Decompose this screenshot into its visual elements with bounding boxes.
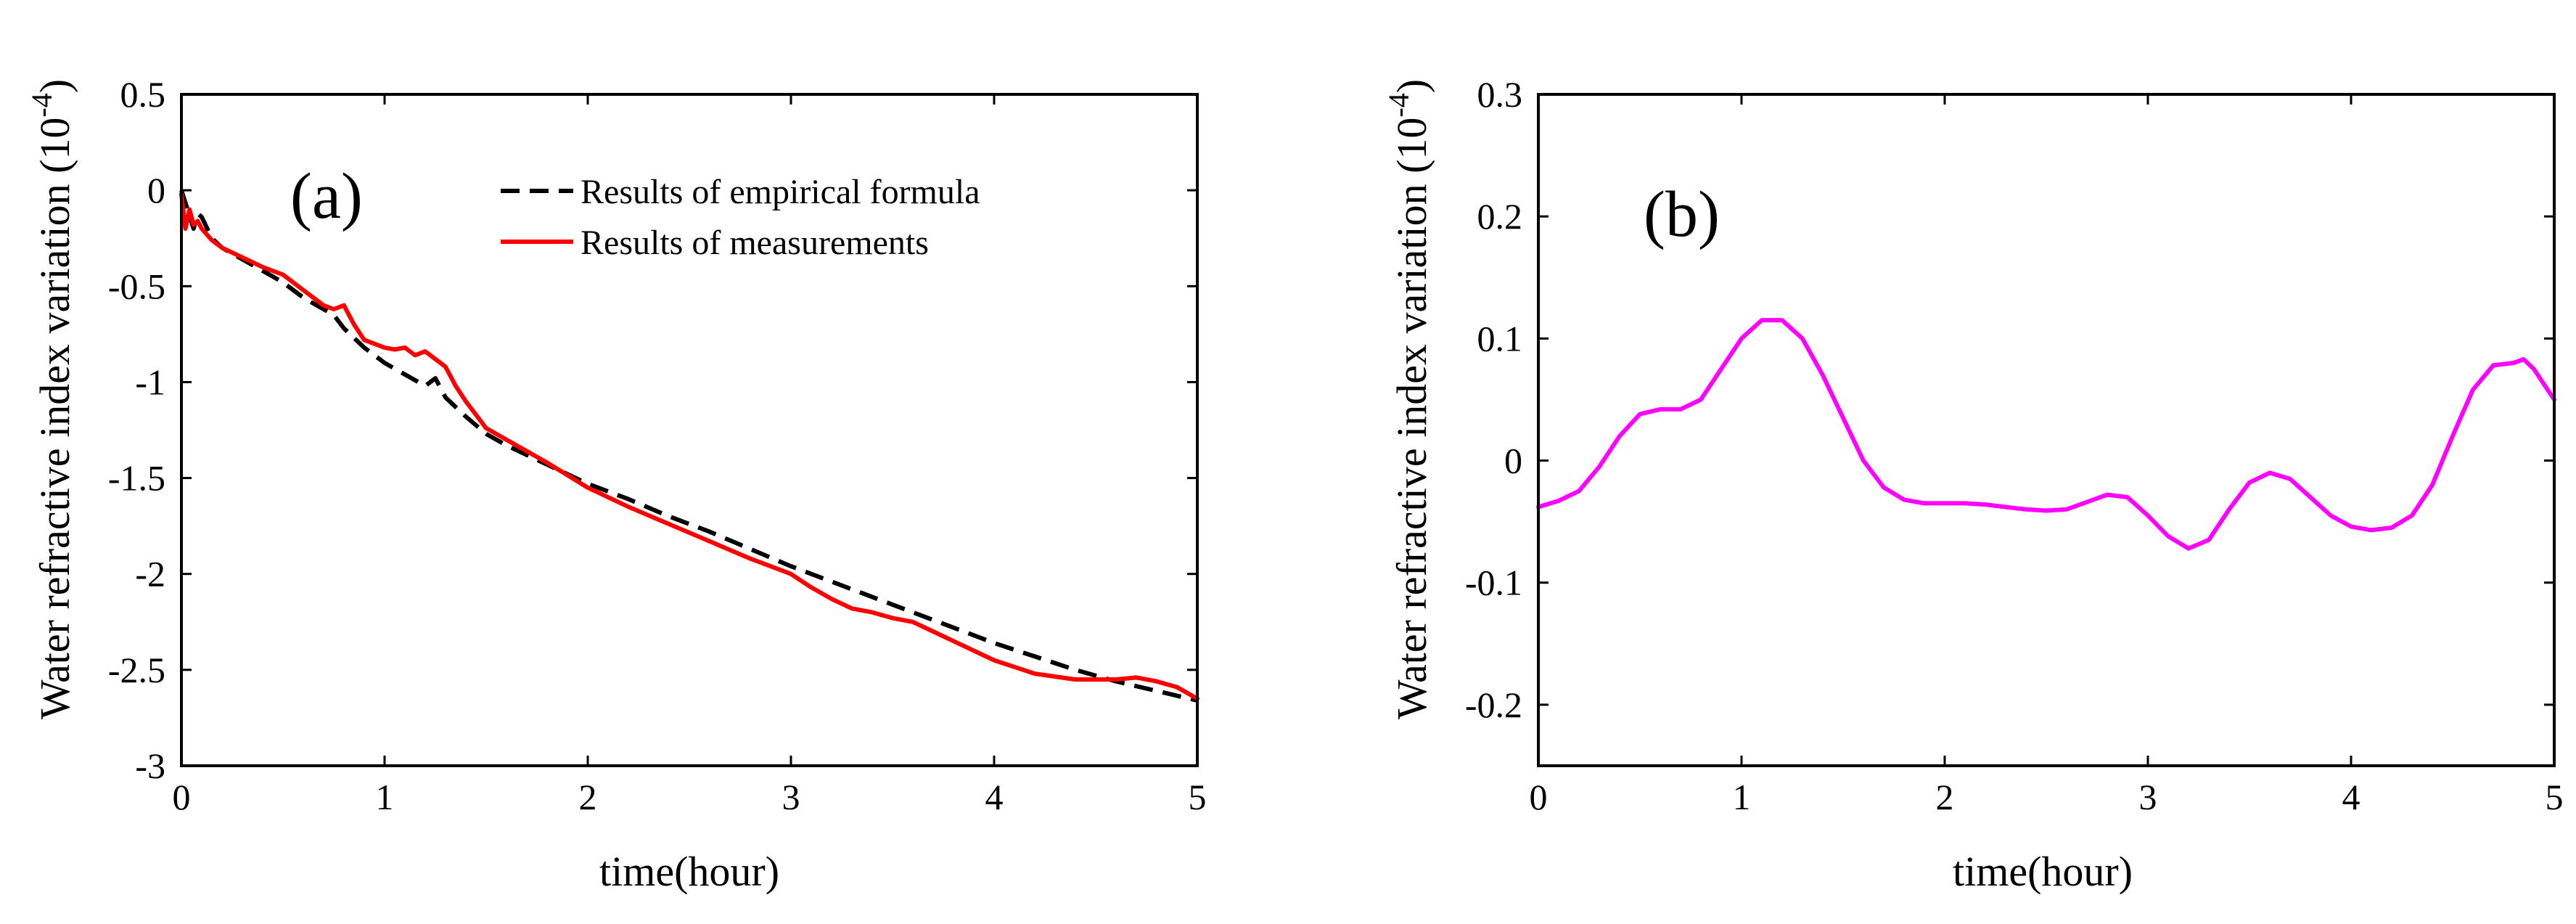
panel-b-series xyxy=(1536,318,2556,551)
panel-b-y-tick-label: 0.2 xyxy=(1477,196,1523,237)
panel-a-x-tick-label: 5 xyxy=(1189,777,1207,817)
panel-b-y-axis-title-main: Water refractive index variation (10 xyxy=(1388,118,1435,719)
panel-b-ticks: 0 1 2 3 4 5 0.3 0.2 0.1 0 -0.1 -0.2 xyxy=(1465,74,2564,817)
panel-b-x-tick-label: 0 xyxy=(1530,777,1548,817)
panel-a-label: (a) xyxy=(290,160,363,232)
svg-text:Water refractive index variati: Water refractive index variation (10-4) xyxy=(25,79,78,719)
panel-a-x-tick-label: 0 xyxy=(173,777,191,817)
panel-b-y-tick-label: 0.3 xyxy=(1477,74,1523,115)
panel-b-y-axis-title-close: ) xyxy=(1388,79,1435,93)
panel-a-y-axis-title: Water refractive index variation (10-4) xyxy=(25,79,78,719)
panel-b-y-tick-label: 0 xyxy=(1504,441,1522,481)
panel-b-x-tick-label: 3 xyxy=(2139,777,2157,817)
panel-b-y-tick-label: -0.1 xyxy=(1465,563,1522,603)
panel-b-plot-frame xyxy=(1537,93,2556,767)
panel-a-x-tick-label: 2 xyxy=(579,777,597,817)
panel-b-y-axis-title: Water refractive index variation (10-4) xyxy=(1382,79,1435,719)
panel-a-plot-frame xyxy=(180,93,1199,767)
panel-a-ticks: 0 1 2 3 4 5 0.5 0 -0.5 -1 -1.5 -2 -2.5 -3 xyxy=(108,74,1207,817)
panel-a-y-tick-label: -2 xyxy=(135,554,165,594)
panel-a-x-axis-title: time(hour) xyxy=(599,848,779,895)
panel-a-series xyxy=(179,189,1199,703)
panel-b-y-tick-label: -0.2 xyxy=(1465,684,1522,725)
panel-b-series-line-0 xyxy=(1536,318,2556,551)
panel-b: Water refractive index variation (10-4) … xyxy=(1382,74,2564,895)
panel-b-y-axis-title-exponent: -4 xyxy=(1382,93,1415,117)
panel-a-x-tick-label: 1 xyxy=(376,777,394,817)
panel-a-y-tick-label: -0.5 xyxy=(108,266,165,306)
panel-b-label: (b) xyxy=(1644,179,1720,250)
legend-label-measurements: Results of measurements xyxy=(581,224,929,262)
panel-a-y-tick-label: -1 xyxy=(135,361,165,402)
panel-a-y-tick-label: -3 xyxy=(135,745,165,786)
panel-b-x-tick-label: 4 xyxy=(2342,777,2360,817)
panel-a-y-tick-label: 0.5 xyxy=(120,74,166,115)
panel-a-y-tick-label: -1.5 xyxy=(108,458,165,499)
legend-label-empirical: Results of empirical formula xyxy=(581,173,980,211)
panel-a-x-tick-label: 3 xyxy=(782,777,800,817)
panel-b-x-axis-title: time(hour) xyxy=(1953,848,2133,895)
panel-a-y-axis-title-close: ) xyxy=(31,79,78,93)
panel-b-x-tick-label: 2 xyxy=(1936,777,1954,817)
panel-b-x-tick-label: 5 xyxy=(2546,777,2564,817)
panel-a-series-line-1 xyxy=(179,192,1199,701)
panel-a-y-tick-label: 0 xyxy=(147,170,165,210)
panel-b-x-tick-label: 1 xyxy=(1733,777,1751,817)
panel-a-y-axis-title-exponent: -4 xyxy=(25,93,58,117)
panel-b-y-tick-label: 0.1 xyxy=(1477,318,1523,359)
panel-a-x-tick-label: 4 xyxy=(985,777,1004,817)
panel-a: Water refractive index variation (10-4) … xyxy=(25,74,1207,895)
panel-a-y-axis-title-main: Water refractive index variation (10 xyxy=(31,118,78,719)
panel-a-series-line-0 xyxy=(179,189,1198,703)
svg-text:Water refractive index variati: Water refractive index variation (10-4) xyxy=(1382,79,1435,719)
panel-a-y-tick-label: -2.5 xyxy=(108,650,165,690)
panel-a-legend: Results of empirical formula Results of … xyxy=(501,173,980,262)
